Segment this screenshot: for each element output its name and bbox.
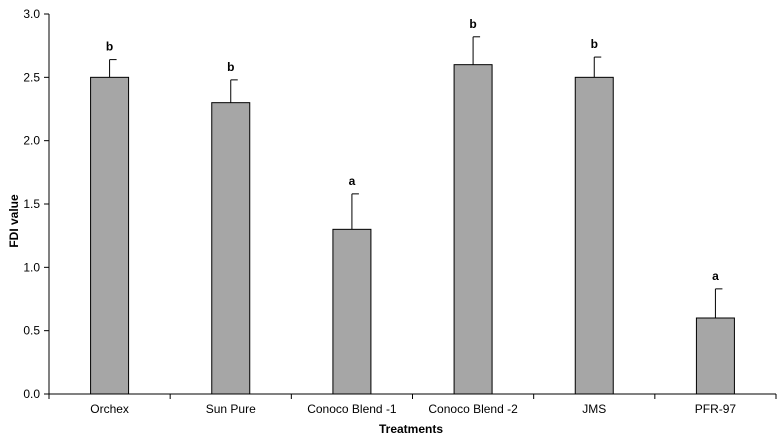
x-tick-label: Sun Pure	[206, 402, 256, 416]
y-axis-title: FDI value	[7, 194, 21, 248]
bar-2	[211, 102, 251, 395]
y-tick-label: 1.0	[23, 260, 40, 274]
y-ticks-group: 0.0 0.5 1.0 1.5 2.0 2.5 3.0	[23, 7, 49, 401]
significance-labels-group: b b a b b a	[106, 17, 719, 283]
y-tick-label: 0.0	[23, 387, 40, 401]
significance-label-4: b	[469, 17, 476, 31]
x-axis-title: Treatments	[379, 422, 443, 436]
bar-6	[695, 317, 735, 395]
bar-3	[332, 228, 372, 395]
y-tick-label: 1.5	[23, 197, 40, 211]
bars-group	[90, 64, 735, 395]
y-tick-label: 0.5	[23, 324, 40, 338]
significance-label-3: a	[349, 174, 356, 188]
significance-label-5: b	[591, 37, 598, 51]
x-tick-label: PFR-97	[695, 402, 737, 416]
significance-label-2: b	[227, 60, 234, 74]
y-tick-label: 2.5	[23, 70, 40, 84]
significance-label-6: a	[712, 269, 719, 283]
bar-4	[453, 64, 493, 395]
x-tick-label: JMS	[582, 402, 606, 416]
y-tick-label: 3.0	[23, 7, 40, 21]
bar-5	[574, 76, 614, 395]
x-tick-label: Conoco Blend -1	[307, 402, 397, 416]
bar-1	[90, 76, 130, 395]
y-tick-label: 2.0	[23, 134, 40, 148]
x-ticks-group: Orchex Sun Pure Conoco Blend -1 Conoco Blen…	[48, 394, 777, 416]
x-tick-label: Orchex	[90, 402, 129, 416]
x-tick-label: Conoco Blend -2	[428, 402, 518, 416]
error-bars-group	[109, 36, 723, 318]
significance-label-1: b	[106, 40, 113, 54]
